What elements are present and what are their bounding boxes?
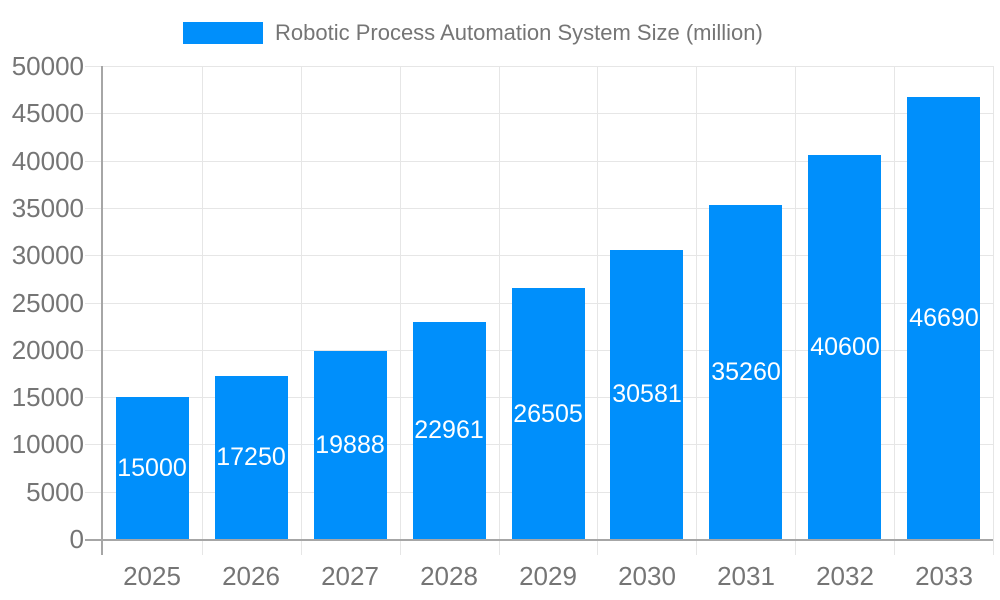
- y-axis-label: 10000: [11, 429, 84, 459]
- x-axis-label: 2030: [618, 561, 676, 591]
- gridline-horizontal: [85, 66, 993, 67]
- gridline-vertical: [696, 66, 697, 555]
- gridline-vertical: [400, 66, 401, 555]
- x-axis-line: [85, 539, 993, 541]
- bar[interactable]: [709, 205, 782, 539]
- bar[interactable]: [314, 351, 387, 539]
- bar-value-label: 26505: [513, 400, 583, 428]
- bar-value-label: 30581: [612, 380, 682, 408]
- gridline-vertical: [499, 66, 500, 555]
- x-axis-label: 2025: [123, 561, 181, 591]
- y-axis-label: 5000: [26, 477, 84, 507]
- bar[interactable]: [907, 97, 980, 539]
- bar[interactable]: [413, 322, 486, 539]
- bar[interactable]: [215, 376, 288, 539]
- y-axis-line: [101, 66, 103, 555]
- y-axis-label: 25000: [11, 288, 84, 318]
- bar[interactable]: [116, 397, 189, 539]
- y-axis-label: 20000: [11, 335, 84, 365]
- x-axis-label: 2026: [222, 561, 280, 591]
- bar-value-label: 19888: [315, 431, 385, 459]
- gridline-vertical: [301, 66, 302, 555]
- gridline-vertical: [597, 66, 598, 555]
- x-axis-label: 2028: [420, 561, 478, 591]
- bar[interactable]: [512, 288, 585, 539]
- y-axis-label: 45000: [11, 98, 84, 128]
- bar-value-label: 40600: [810, 333, 880, 361]
- gridline-vertical: [202, 66, 203, 555]
- x-axis-label: 2033: [915, 561, 973, 591]
- y-axis-label: 35000: [11, 193, 84, 223]
- gridline-horizontal: [85, 208, 993, 209]
- x-axis-label: 2032: [816, 561, 874, 591]
- bar[interactable]: [610, 250, 683, 539]
- x-axis-label: 2031: [717, 561, 775, 591]
- y-axis-label: 15000: [11, 382, 84, 412]
- legend-item[interactable]: Robotic Process Automation System Size (…: [183, 20, 763, 46]
- gridline-horizontal: [85, 161, 993, 162]
- bar-value-label: 22961: [414, 416, 484, 444]
- y-axis-label: 50000: [11, 51, 84, 81]
- x-axis-label: 2027: [321, 561, 379, 591]
- bar-value-label: 15000: [117, 454, 187, 482]
- bar[interactable]: [808, 155, 881, 539]
- gridline-horizontal: [85, 255, 993, 256]
- y-axis-label: 30000: [11, 240, 84, 270]
- bar-value-label: 17250: [216, 443, 286, 471]
- gridline-vertical: [795, 66, 796, 555]
- y-axis-label: 40000: [11, 146, 84, 176]
- legend-label: Robotic Process Automation System Size (…: [275, 20, 763, 45]
- legend-marker: [183, 22, 263, 44]
- gridline-vertical: [894, 66, 895, 555]
- y-axis-label: 0: [69, 524, 84, 554]
- bar-value-label: 46690: [909, 304, 979, 332]
- gridline-vertical: [993, 66, 994, 555]
- x-axis-label: 2029: [519, 561, 577, 591]
- bar-value-label: 35260: [711, 358, 781, 386]
- gridline-horizontal: [85, 113, 993, 114]
